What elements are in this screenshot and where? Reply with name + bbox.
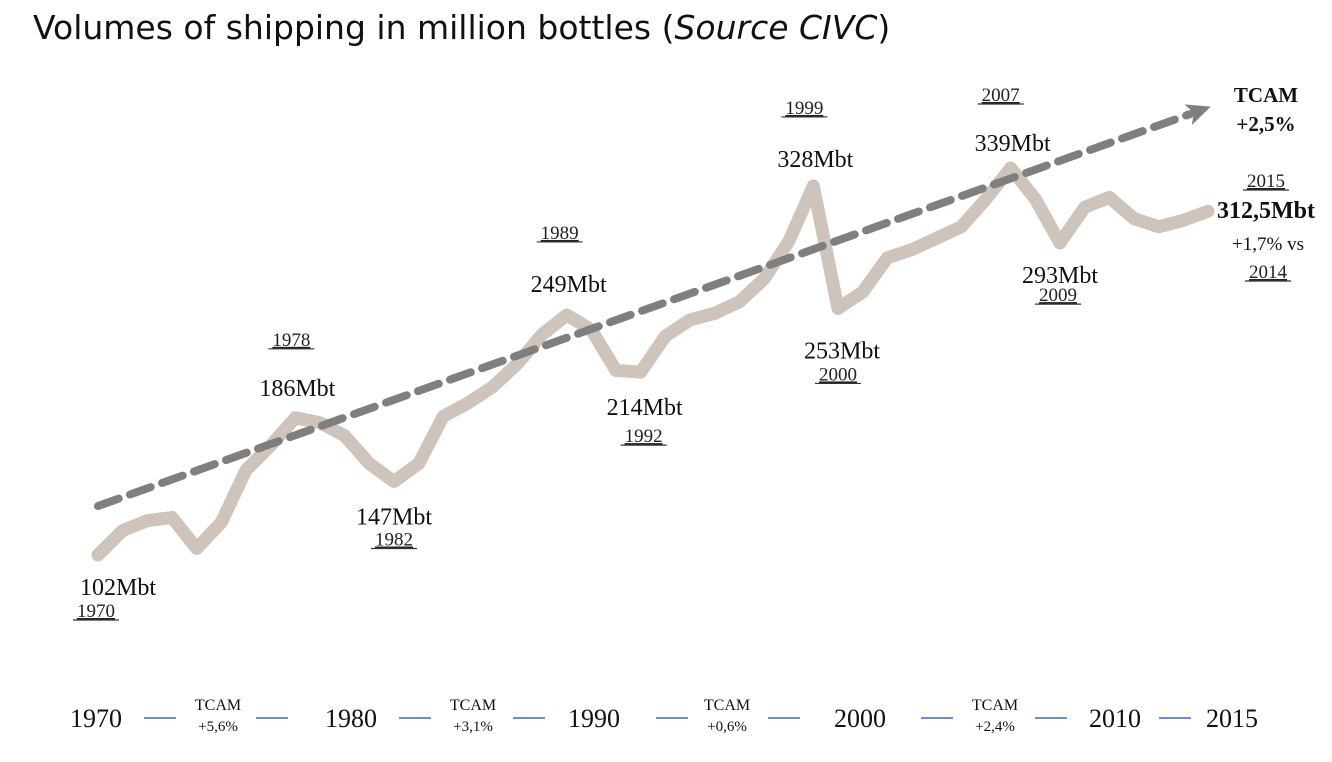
annotation-year-1999: 1999: [785, 98, 823, 119]
annotation-year-1992: 1992: [625, 426, 663, 447]
series-layer: [91, 161, 1215, 562]
trend-layer: [94, 104, 1211, 511]
timeline-segment-label: TCAM: [195, 697, 241, 714]
chart-title: Volumes of shipping in million bottles (…: [33, 8, 891, 47]
timeline-segment-value: +2,4%: [975, 719, 1015, 735]
final-year-label: 2015: [1247, 171, 1285, 192]
annotation-value-1970: 102Mbt: [80, 575, 156, 601]
trend-line: [94, 110, 1194, 511]
annotation-value-1999: 328Mbt: [777, 147, 853, 173]
chart-title-main: Volumes of shipping in million bottles: [33, 8, 652, 47]
final-compare-year: 2014: [1249, 262, 1288, 283]
final-change-label: +1,7% vs: [1232, 234, 1304, 255]
annotation-year-1989: 1989: [541, 223, 579, 244]
timeline-year-1990: 1990: [568, 704, 620, 733]
annotation-year-2009: 2009: [1039, 285, 1077, 306]
annotation-value-2007: 339Mbt: [975, 131, 1051, 157]
trend-value: +2,5%: [1236, 112, 1295, 136]
timeline-year-1980: 1980: [325, 704, 377, 733]
timeline-segment-value: +5,6%: [198, 719, 238, 735]
annotation-year-1978: 1978: [272, 330, 310, 351]
final-value-label: 312,5Mbt: [1217, 198, 1315, 224]
chart-title-source: Source CIVC: [674, 8, 878, 47]
trend-arrowhead: [1184, 104, 1211, 126]
annotation-year-2007: 2007: [982, 85, 1020, 106]
timeline-year-2000: 2000: [834, 704, 886, 733]
annotation-year-1982: 1982: [375, 530, 413, 551]
timeline-year-2015: 2015: [1206, 704, 1258, 733]
timeline: 1970 1980 1990 2000 2010 2015 TCAM +5,6% TCAM +3,…: [70, 697, 1258, 735]
annotation-year-1970: 1970: [77, 601, 115, 622]
timeline-segment-label: TCAM: [972, 697, 1018, 714]
timeline-year-1970: 1970: [70, 704, 122, 733]
timeline-segment-label: TCAM: [450, 697, 496, 714]
trend-label: TCAM: [1234, 83, 1298, 107]
annotation-value-2000: 253Mbt: [804, 338, 880, 364]
annotation-value-1978: 186Mbt: [259, 376, 335, 402]
annotation-year-2000: 2000: [819, 364, 857, 385]
annotation-value-2009: 293Mbt: [1022, 263, 1098, 289]
timeline-segment-value: +0,6%: [707, 719, 747, 735]
timeline-segment-label: TCAM: [704, 697, 750, 714]
series-line: [91, 161, 1215, 562]
annotation-value-1982: 147Mbt: [356, 505, 432, 531]
annotation-value-1992: 214Mbt: [607, 395, 683, 421]
annotation-value-1989: 249Mbt: [531, 272, 607, 298]
timeline-year-2010: 2010: [1089, 704, 1141, 733]
timeline-segment-value: +3,1%: [453, 719, 493, 735]
